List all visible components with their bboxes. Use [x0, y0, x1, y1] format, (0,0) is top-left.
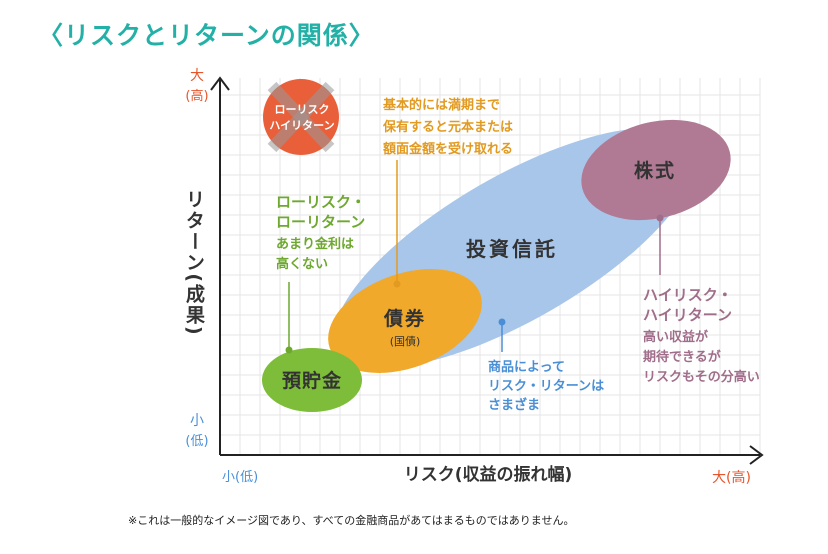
x-low-label: 小(低)	[222, 470, 258, 485]
deposit-note-head: ローリターン	[276, 213, 365, 231]
bond-note-line: 額面金額を受け取れる	[382, 141, 513, 157]
bond-bubble	[328, 269, 482, 373]
fund-note-line: さまざま	[488, 397, 540, 413]
x-axis-title: リスク(収益の振れ幅)	[404, 464, 573, 485]
stock-note-head: ハイリターン	[643, 306, 732, 324]
page-title: 〈リスクとリターンの関係〉	[38, 21, 375, 50]
forbidden-label-line2: ハイリターン	[269, 119, 334, 132]
y-axis-arrowhead	[210, 76, 230, 91]
y-low-label: 小	[190, 413, 204, 429]
fund-leader-dot	[498, 318, 506, 326]
y-high-label: 大	[190, 68, 204, 84]
investment-bubbles	[262, 119, 731, 412]
stock-note-head: ハイリスク・	[643, 286, 732, 304]
axes	[210, 76, 764, 465]
bond-sublabel: (国債)	[390, 334, 421, 348]
bond-note-line: 保有すると元本または	[382, 119, 513, 135]
callout-leaders	[285, 160, 664, 354]
stock-note-body: 期待できるが	[643, 349, 721, 365]
bubble-labels: 投資信託 株式 債券 (国債) 預貯金 ローリスク ハイリターン	[269, 103, 676, 392]
stock-note-body: リスクもその分高い	[643, 369, 760, 385]
forbidden-label-line1: ローリスク	[275, 103, 330, 116]
y-low-label: (低)	[185, 434, 208, 449]
y-axis-title: リターン(成果)	[183, 189, 206, 336]
callout-texts: 基本的には満期まで 保有すると元本または 額面金額を受け取れる ローリスク・ ロ…	[276, 97, 760, 413]
axis-labels: 大 (高) 小 (低) 小(低) 大(高) リスク(収益の振れ幅) リターン(成…	[183, 68, 751, 486]
fund-note-line: 商品によって	[488, 359, 565, 375]
stock-label: 株式	[634, 159, 676, 182]
x-axis-arrowhead	[749, 445, 764, 465]
deposit-note-body: あまり金利は	[276, 236, 354, 252]
deposit-label: 預貯金	[282, 369, 342, 392]
stock-note-body: 高い収益が	[643, 329, 708, 345]
forbidden-low-risk-high-return	[263, 79, 339, 155]
footnote: ※これは一般的なイメージ図であり、すべての金融商品があてはまるものではありません…	[128, 514, 575, 527]
stock-bubble	[581, 119, 731, 221]
bond-leader-dot	[393, 280, 401, 288]
deposit-bubble	[262, 348, 362, 412]
stock-leader-dot	[656, 214, 664, 222]
y-high-label: (高)	[185, 88, 208, 104]
deposit-note-head: ローリスク・	[276, 193, 366, 211]
cross-mark-line	[267, 81, 335, 153]
deposit-note-body: 高くない	[276, 256, 328, 272]
fund-label: 投資信託	[466, 237, 558, 261]
fund-note-line: リスク・リターンは	[488, 379, 604, 394]
bond-note-line: 基本的には満期まで	[382, 97, 500, 113]
bond-label: 債券	[383, 307, 426, 330]
x-high-label: 大(高)	[712, 469, 751, 486]
deposit-leader-dot	[285, 346, 293, 354]
